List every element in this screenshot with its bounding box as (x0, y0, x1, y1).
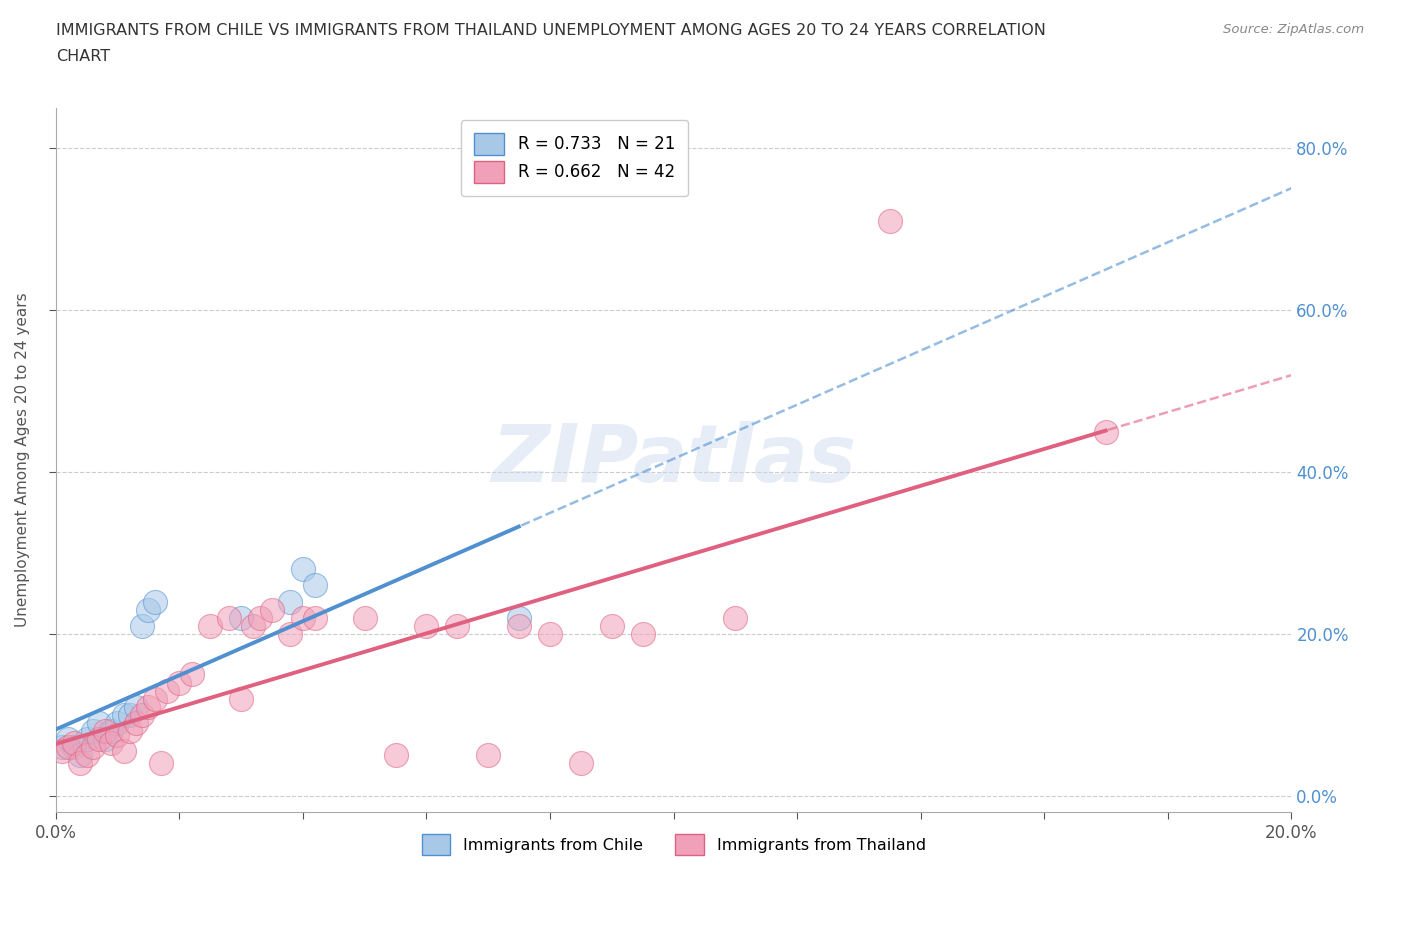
Point (82, 724, 104, 738)
Point (260, 603, 283, 618)
Point (143, 594, 166, 609)
Point (131, 618, 153, 633)
Text: IMMIGRANTS FROM CHILE VS IMMIGRANTS FROM THAILAND UNEMPLOYMENT AMONG AGES 20 TO : IMMIGRANTS FROM CHILE VS IMMIGRANTS FROM… (56, 23, 1046, 38)
Point (242, 618, 264, 633)
Legend: Immigrants from Chile, Immigrants from Thailand: Immigrants from Chile, Immigrants from T… (409, 821, 938, 868)
Point (477, 748, 499, 763)
Point (631, 627, 654, 642)
Point (446, 618, 468, 633)
Point (112, 708, 135, 723)
Point (125, 715, 148, 730)
Point (291, 562, 314, 577)
Point (76, 748, 98, 763)
Text: Source: ZipAtlas.com: Source: ZipAtlas.com (1223, 23, 1364, 36)
Point (112, 744, 135, 759)
Point (56, 732, 79, 747)
Point (87, 732, 110, 747)
Point (724, 610, 747, 625)
Point (125, 699, 148, 714)
Point (94, 732, 117, 747)
Point (94, 724, 117, 738)
Point (63, 740, 86, 755)
Point (304, 610, 326, 625)
Point (304, 578, 326, 593)
Point (1095, 424, 1118, 439)
Point (538, 627, 561, 642)
Point (384, 748, 406, 763)
Point (218, 610, 240, 625)
Point (118, 724, 141, 738)
Point (63, 736, 86, 751)
Point (229, 691, 252, 706)
Point (149, 756, 172, 771)
Point (69, 748, 91, 763)
Point (508, 610, 530, 625)
Point (415, 618, 437, 633)
Point (229, 610, 252, 625)
Point (169, 675, 191, 690)
Point (87, 715, 110, 730)
Point (100, 736, 122, 751)
Point (198, 618, 221, 633)
Point (51, 744, 73, 759)
Point (138, 699, 160, 714)
Y-axis label: Unemployment Among Ages 20 to 24 years: Unemployment Among Ages 20 to 24 years (15, 293, 30, 628)
Point (280, 627, 302, 642)
Point (138, 603, 160, 618)
Point (569, 756, 592, 771)
Point (280, 594, 302, 609)
Point (82, 740, 104, 755)
Point (879, 214, 901, 229)
Point (131, 708, 153, 723)
Point (508, 618, 530, 633)
Point (100, 724, 122, 738)
Point (51, 740, 73, 755)
Point (600, 618, 623, 633)
Point (107, 727, 129, 742)
Point (249, 610, 271, 625)
Point (180, 667, 202, 682)
Point (291, 610, 314, 625)
Point (76, 732, 98, 747)
Text: CHART: CHART (56, 49, 110, 64)
Point (69, 756, 91, 771)
Point (143, 691, 166, 706)
Text: ZIPatlas: ZIPatlas (491, 421, 856, 499)
Point (56, 740, 79, 755)
Point (156, 684, 179, 698)
Point (353, 610, 375, 625)
Point (118, 708, 141, 723)
Point (107, 715, 129, 730)
